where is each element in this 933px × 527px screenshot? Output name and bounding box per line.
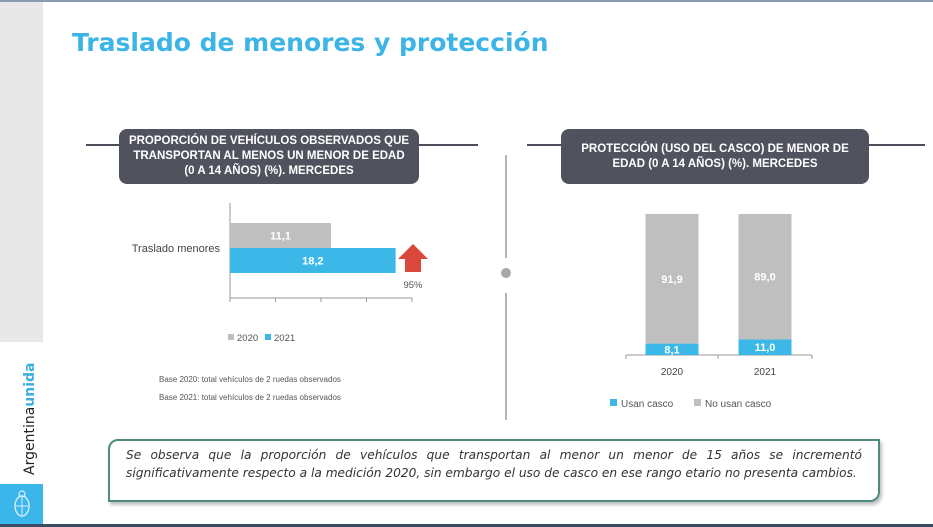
chart2-title: PROTECCIÓN (USO DEL CASCO) DE MENOR DE E… <box>561 129 869 184</box>
legend-swatch-2020 <box>228 334 234 340</box>
brand-text-main: Argentina <box>22 406 38 475</box>
sidebar <box>0 2 43 342</box>
up-arrow-icon <box>398 244 428 272</box>
conclusion-note: Se observa que la proporción de vehículo… <box>108 439 880 502</box>
bar-no-usan-casco-2020 <box>645 214 699 344</box>
bar-usan-casco-2020 <box>645 343 699 355</box>
divider-dot <box>501 268 511 278</box>
category-label: Traslado menores <box>132 243 221 255</box>
bar-label-2020: 11,1 <box>270 231 291 243</box>
bar-usan-casco-2021 <box>738 339 792 355</box>
coat-of-arms-icon <box>13 490 30 517</box>
vertical-divider-bottom <box>505 293 507 420</box>
legend-swatch-2021 <box>265 334 271 340</box>
brand-logo-text: Argentinaunida <box>22 363 38 476</box>
legend-swatch-usan-casco <box>610 399 617 406</box>
chart2-stacked-bar: 8,1 91,9 2020 11,0 89,0 2021 Usan casco No usan… <box>610 214 813 410</box>
legend-label-2020: 2020 <box>237 333 258 344</box>
bar-label-2021: 18,2 <box>302 256 323 268</box>
chart1-title: PROPORCIÓN DE VEHÍCULOS OBSERVADOS QUE T… <box>119 129 419 184</box>
legend-label-2021: 2021 <box>274 333 295 344</box>
bar-label: 11,0 <box>755 342 776 354</box>
legend-label: Usan casco <box>621 399 674 410</box>
legend-label: No usan casco <box>705 399 772 410</box>
chart1-horizontal-bar: 11,1 18,2 Traslado menores 95% 2020 2021 Base … <box>132 203 428 402</box>
legend-swatch-no-usan-casco <box>694 399 701 406</box>
logo-box <box>0 484 43 524</box>
bottom-border <box>0 524 933 527</box>
footnote: Base 2021: total vehículos de 2 ruedas o… <box>159 393 341 402</box>
x-tick-label: 2021 <box>754 367 777 378</box>
bar-label: 89,0 <box>754 272 775 284</box>
vertical-divider-top <box>505 155 507 258</box>
footnote: Base 2020: total vehículos de 2 ruedas o… <box>159 375 341 384</box>
bar-label: 8,1 <box>664 344 679 356</box>
brand-text-accent: unida <box>22 362 38 407</box>
top-border <box>0 0 933 2</box>
bar-2021 <box>230 248 396 273</box>
bar-label: 91,9 <box>661 274 682 286</box>
bar-no-usan-casco-2021 <box>738 214 792 340</box>
x-tick-label: 2020 <box>661 367 684 378</box>
bar-2020 <box>230 223 332 248</box>
page-title: Traslado de menores y protección <box>72 28 549 57</box>
growth-annotation: 95% <box>403 280 423 291</box>
